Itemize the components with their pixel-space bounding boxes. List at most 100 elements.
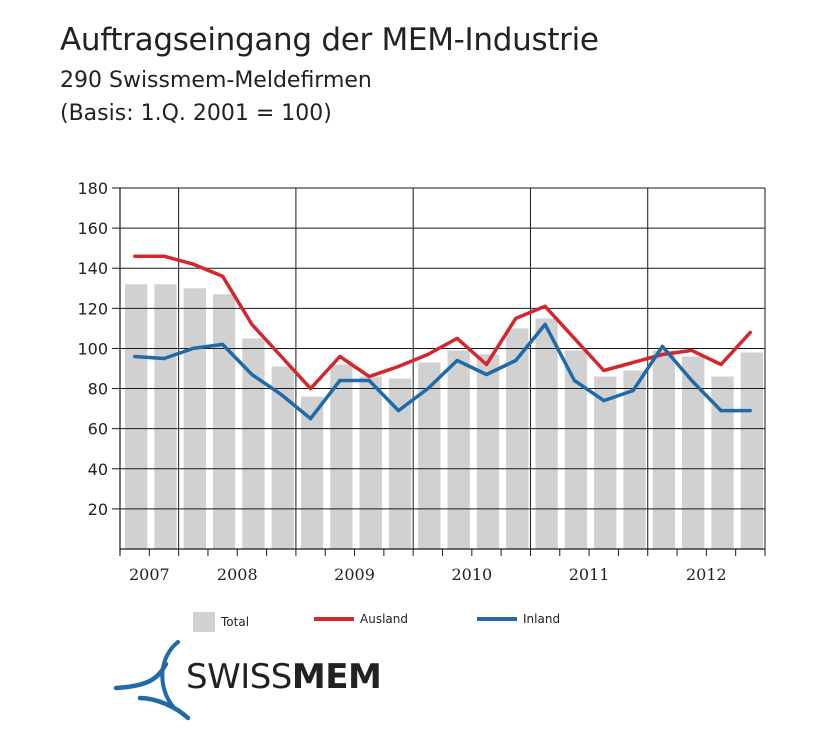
legend-total-label: Total	[221, 615, 250, 629]
point-inland-q9	[367, 378, 371, 383]
bar-total-q4	[212, 294, 236, 549]
bar-total-q10	[388, 378, 412, 549]
bar-total-q1	[125, 284, 148, 549]
bar-total-q14	[506, 328, 529, 549]
bar-total-q6	[271, 366, 294, 549]
point-inland-q13	[484, 372, 489, 377]
bar-total-q3	[183, 288, 206, 549]
ytick-label-60: 60	[88, 420, 108, 439]
legend-total: Total	[193, 612, 249, 632]
point-inland-q14	[514, 358, 518, 363]
point-inland-q3	[191, 346, 195, 351]
point-ausland-q18	[631, 360, 635, 365]
bar-total-q2	[154, 284, 177, 549]
legend-inland-swatch	[477, 617, 517, 621]
point-ausland-q9	[367, 374, 371, 379]
point-inland-q4	[221, 342, 225, 347]
legend-total-swatch	[193, 612, 215, 632]
point-inland-q1	[133, 354, 137, 359]
ytick-label-80: 80	[88, 380, 108, 399]
point-ausland-q4	[221, 274, 225, 278]
bar-total-q11	[418, 362, 441, 549]
point-ausland-q20	[690, 348, 694, 353]
point-ausland-q12	[455, 336, 459, 341]
chart-title: Auftragseingang der MEM-Industrie	[60, 22, 599, 58]
point-ausland-q2	[162, 254, 166, 258]
point-ausland-q14	[514, 316, 518, 320]
xtick-label-2010: 2010	[451, 565, 492, 584]
point-ausland-q16	[572, 336, 577, 341]
chart-area: 20 40 60 80 100 120 140 160 180 2007 2008 2009 2010 2…	[77, 179, 766, 584]
bar-total-q15	[535, 318, 558, 549]
ytick-label-20: 20	[88, 500, 108, 519]
legend-ausland-swatch	[314, 617, 354, 621]
point-ausland-q1	[133, 254, 137, 258]
point-ausland-q15	[543, 304, 547, 308]
legend-ausland-label: Ausland	[360, 612, 408, 626]
ytick-label-160: 160	[77, 219, 108, 238]
point-inland-q11	[426, 386, 430, 391]
point-inland-q8	[338, 378, 342, 383]
xtick-label-2011: 2011	[569, 565, 610, 584]
point-ausland-q5	[250, 322, 254, 326]
bar-total-q9	[359, 376, 382, 549]
point-ausland-q22	[748, 330, 752, 334]
point-ausland-q7	[308, 386, 313, 391]
bar-total-q16	[564, 350, 588, 549]
point-ausland-q3	[191, 262, 195, 266]
swissmem-logo-text: SWISSMEM	[186, 657, 382, 697]
point-ausland-q13	[484, 362, 489, 367]
xtick-label-2007: 2007	[129, 565, 170, 584]
bar-total-q22	[740, 352, 763, 549]
point-inland-q5	[250, 372, 254, 377]
legend-inland: Inland	[477, 612, 560, 626]
ytick-label-180: 180	[77, 179, 108, 198]
xtick-label-2008: 2008	[217, 565, 258, 584]
xtick-label-2012: 2012	[686, 565, 727, 584]
legend-inland-label: Inland	[523, 612, 561, 626]
ytick-label-120: 120	[77, 299, 108, 318]
bar-total-q13	[476, 354, 500, 549]
line-ausland	[134, 254, 752, 391]
ytick-label-40: 40	[88, 460, 108, 479]
bar-total-q8	[330, 364, 353, 549]
point-inland-q18	[631, 388, 635, 393]
point-ausland-q8	[338, 354, 342, 359]
legend-ausland: Ausland	[314, 612, 408, 626]
swissmem-logo-icon	[113, 640, 191, 721]
bar-total-q21	[711, 376, 734, 549]
bar-total-q19	[652, 350, 676, 549]
point-inland-q15	[543, 322, 547, 326]
bar-total-q12	[447, 350, 470, 549]
logo-brand-bold: MEM	[291, 657, 382, 697]
point-ausland-q11	[426, 352, 430, 357]
point-inland-q19	[660, 344, 664, 349]
point-ausland-q6	[279, 354, 283, 359]
ytick-label-140: 140	[77, 259, 108, 278]
point-ausland-q10	[396, 364, 401, 369]
point-ausland-q21	[719, 362, 723, 367]
bar-total-q18	[623, 370, 646, 549]
chart-subtitle: 290 Swissmem-Meldefirmen	[60, 68, 372, 93]
chart-basis-note: (Basis: 1.Q. 2001 = 100)	[60, 101, 332, 126]
ytick-label-100: 100	[77, 339, 108, 358]
point-inland-q17	[602, 398, 606, 403]
point-inland-q21	[719, 409, 723, 413]
bar-total-q5	[242, 338, 265, 549]
point-inland-q10	[396, 409, 401, 413]
point-inland-q7	[308, 417, 313, 421]
point-inland-q16	[572, 378, 577, 383]
point-inland-q12	[455, 358, 459, 363]
point-inland-q6	[279, 392, 283, 397]
bar-total-q17	[594, 376, 617, 549]
bar-total-q7	[300, 396, 324, 549]
point-inland-q22	[748, 409, 752, 413]
bar-total-q20	[682, 356, 705, 549]
point-inland-q2	[162, 356, 166, 361]
point-ausland-q17	[602, 368, 606, 373]
point-ausland-q19	[660, 352, 664, 357]
line-inland	[134, 322, 751, 421]
logo-brand-light: SWISS	[186, 657, 292, 697]
xtick-label-2009: 2009	[334, 565, 375, 584]
point-inland-q20	[690, 378, 694, 383]
